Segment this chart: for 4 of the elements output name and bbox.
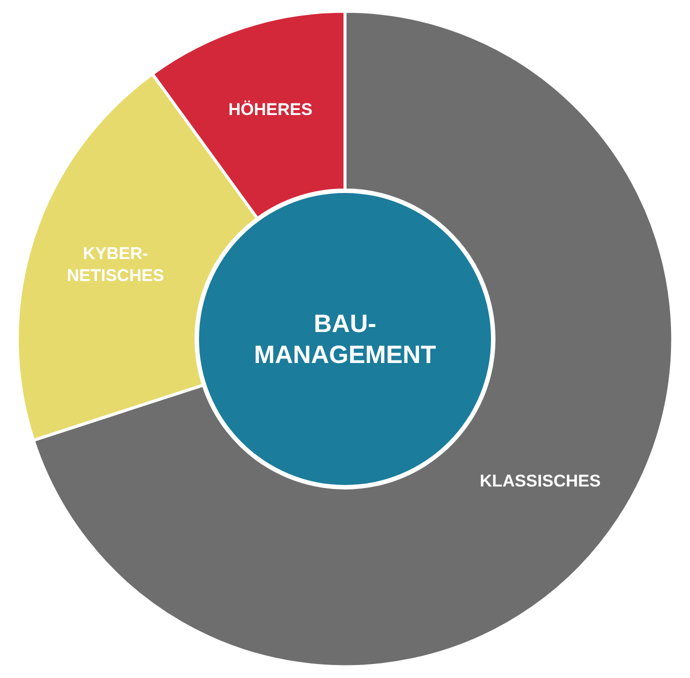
slice-label: HÖHERES — [228, 100, 312, 119]
slice-label: KYBER- NETISCHES — [66, 244, 164, 285]
slice-label: KLASSISCHES — [480, 471, 601, 490]
text: BAU- MANAGEMENT — [253, 309, 437, 371]
